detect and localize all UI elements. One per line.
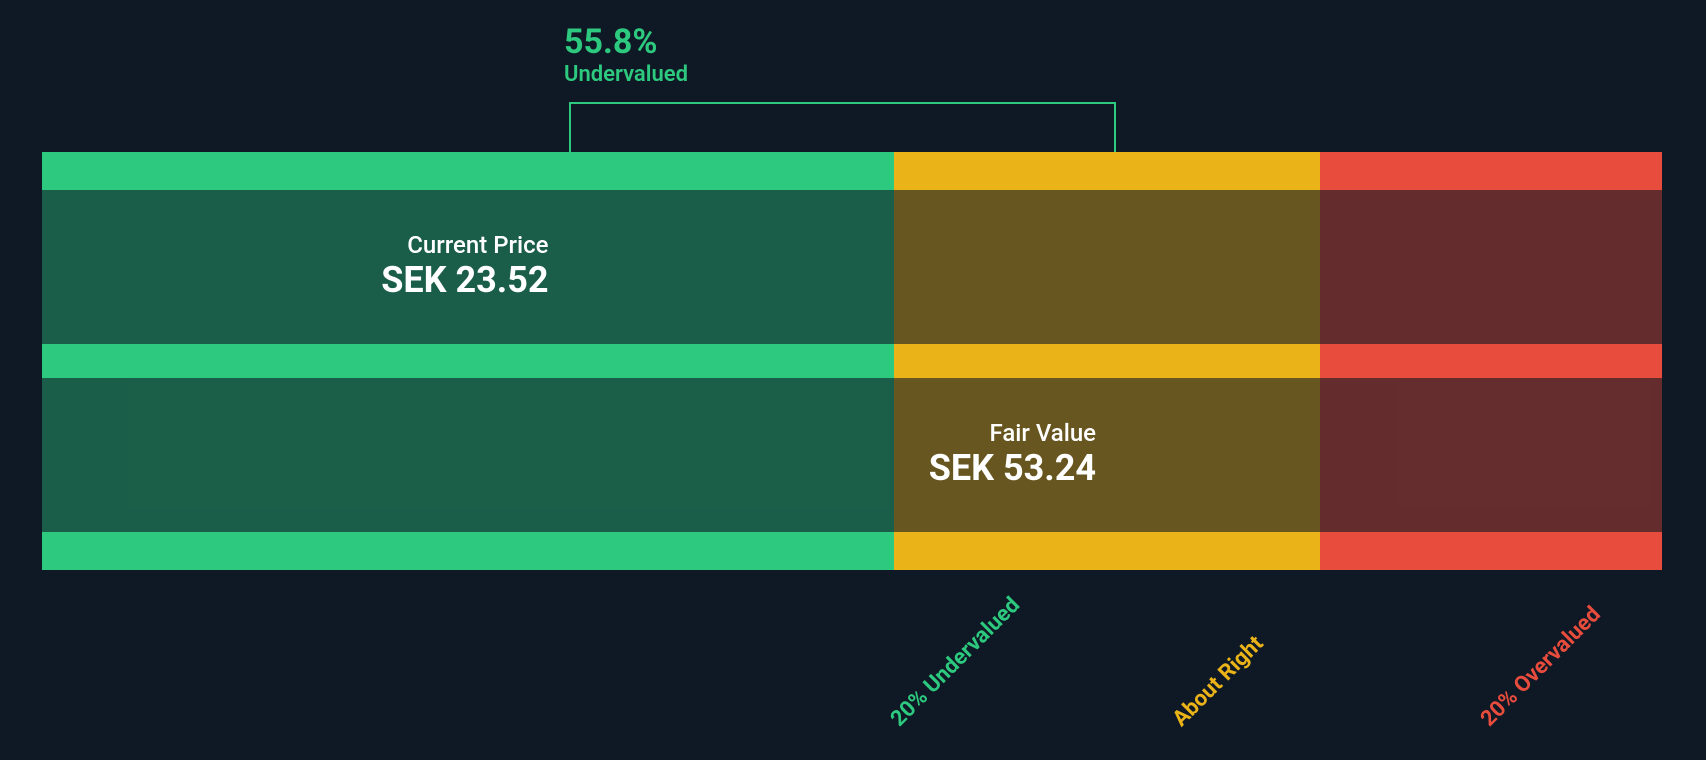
valuation-chart: Current Price SEK 23.52 Fair Value SEK 5… bbox=[42, 152, 1662, 570]
current-price-label: Current Price bbox=[407, 232, 548, 258]
current-price-box: Current Price SEK 23.52 bbox=[42, 190, 569, 344]
axis-label: About Right bbox=[1168, 631, 1268, 731]
undervalue-bracket bbox=[569, 102, 1117, 152]
current-price-value: SEK 23.52 bbox=[381, 259, 548, 302]
axis-label: 20% Undervalued bbox=[886, 593, 1025, 732]
headline-label: Undervalued bbox=[564, 62, 688, 87]
axis-label: 20% Overvalued bbox=[1476, 602, 1606, 732]
fair-value-label: Fair Value bbox=[990, 420, 1097, 446]
valuation-chart-container: 55.8% Undervalued Current Price SEK 23.5… bbox=[0, 0, 1706, 760]
fair-value-box: Fair Value SEK 53.24 bbox=[42, 378, 1116, 532]
current-price-bar: Current Price SEK 23.52 bbox=[42, 190, 1662, 344]
fair-value-value: SEK 53.24 bbox=[929, 447, 1096, 490]
fair-value-bar: Fair Value SEK 53.24 bbox=[42, 378, 1662, 532]
headline: 55.8% Undervalued bbox=[564, 22, 688, 87]
headline-percent: 55.8% bbox=[564, 22, 688, 62]
